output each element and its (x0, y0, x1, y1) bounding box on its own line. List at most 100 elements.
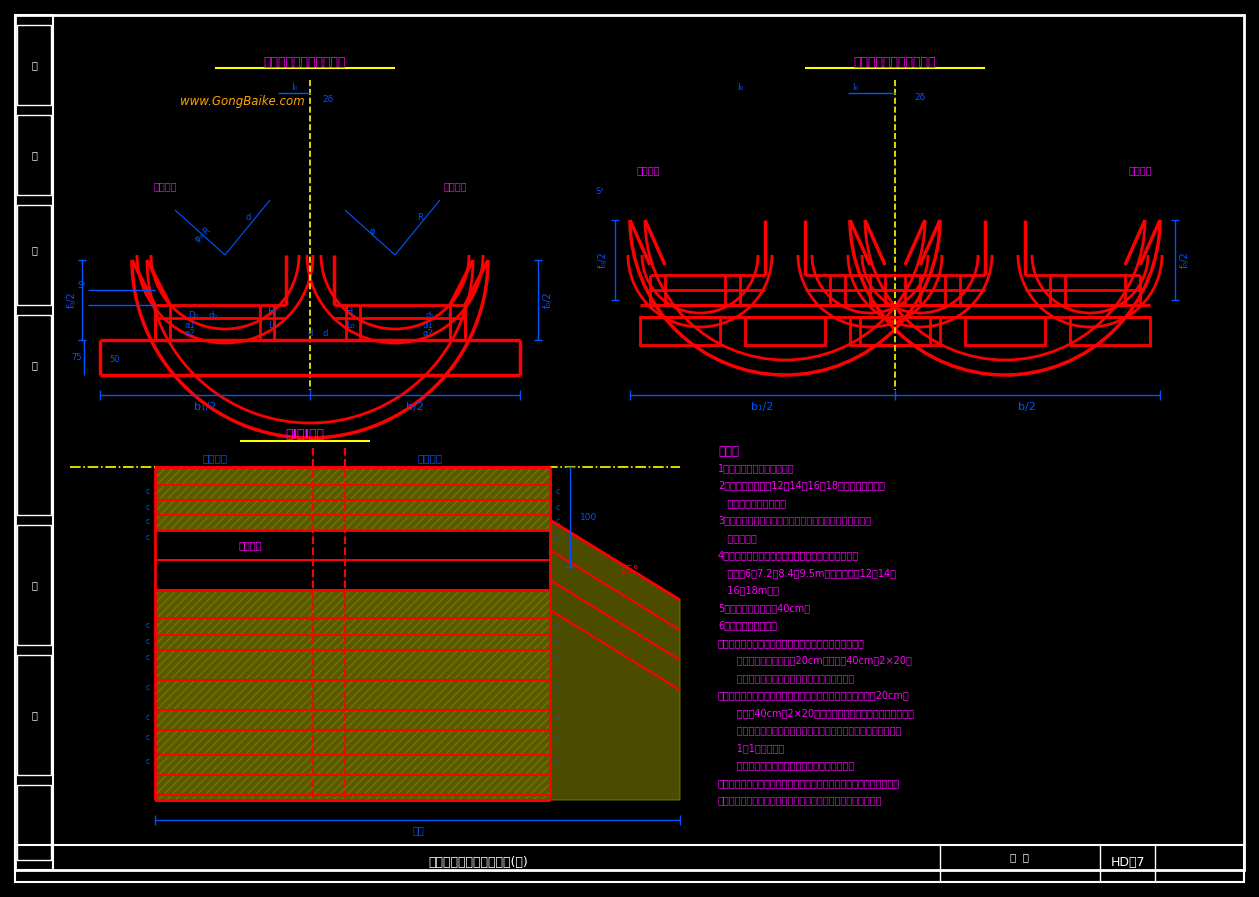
Text: b/2: b/2 (1019, 402, 1036, 412)
Text: c: c (146, 757, 150, 767)
Bar (15, 845, 1244, 882)
Text: 6、沉降缝防渗处理：: 6、沉降缝防渗处理： (718, 621, 777, 631)
Text: 基本管节: 基本管节 (203, 453, 228, 463)
Text: c: c (556, 712, 560, 721)
Bar (18, 655, 52, 775)
Text: c: c (556, 683, 560, 692)
Text: b₁/2: b₁/2 (750, 402, 773, 412)
Bar (640, 317, 720, 345)
Text: c: c (146, 487, 150, 497)
Text: 短距管节: 短距管节 (418, 453, 442, 463)
Text: 沥青再铺油毡毛毡：共铺三遍沥青铺两遍油毛毡（三油二毡）。: 沥青再铺油毡毛毡：共铺三遍沥青铺两遍油毛毡（三油二毡）。 (718, 796, 883, 806)
Bar (15, 15, 53, 870)
Text: 2δ: 2δ (322, 95, 334, 104)
Text: c: c (556, 733, 560, 742)
Text: f₀/2: f₀/2 (598, 252, 608, 268)
Text: 第: 第 (31, 580, 37, 590)
Text: c: c (146, 638, 150, 647)
Bar (1070, 317, 1149, 345)
Text: 宽度为40cm（2×20），方避免三沿二毡在基本管节向短距: 宽度为40cm（2×20），方避免三沿二毡在基本管节向短距 (718, 708, 914, 718)
Text: φ₀ R: φ₀ R (194, 226, 213, 244)
Bar (18, 25, 52, 105)
Text: 册: 册 (31, 150, 37, 160)
Text: 双孔洞身断面（分离式）: 双孔洞身断面（分离式） (854, 57, 937, 69)
Text: d: d (322, 328, 327, 337)
Text: 75: 75 (72, 353, 82, 361)
Text: H: H (268, 307, 276, 317)
Text: 16、18m）。: 16、18m）。 (718, 586, 779, 596)
Text: α2: α2 (423, 328, 433, 337)
Text: 50: 50 (110, 355, 121, 364)
Text: b/2: b/2 (407, 402, 424, 412)
Bar (18, 525, 52, 645)
Text: φ: φ (369, 228, 375, 237)
Text: l₀: l₀ (737, 83, 743, 92)
Text: H: H (346, 307, 354, 317)
Text: 三油二毡: 三油二毡 (636, 165, 660, 175)
Polygon shape (550, 520, 680, 800)
Text: S¹: S¹ (78, 282, 87, 291)
Text: 5、涵底铺砌厚度采用40cm。: 5、涵底铺砌厚度采用40cm。 (718, 603, 810, 613)
Text: 三油二毡: 三油二毡 (238, 540, 262, 550)
Bar (850, 317, 930, 345)
Bar (18, 205, 52, 305)
Text: 1：1的过渡段。: 1：1的过渡段。 (718, 743, 784, 753)
Text: 附注：: 附注： (718, 445, 739, 458)
Text: 三油二毡: 三油二毡 (154, 181, 176, 191)
Text: 的应力值。: 的应力值。 (718, 533, 757, 543)
Text: 具体施工措施：表面打磨处理平整后先满涮沥青接着铺油毡后接着再刷: 具体施工措施：表面打磨处理平整后先满涮沥青接着铺油毡后接着再刷 (718, 778, 900, 788)
Text: L₀: L₀ (346, 320, 354, 329)
Text: 双孔洞身断面（整体式）: 双孔洞身断面（整体式） (263, 57, 346, 69)
Text: 2、拱顶填土高度为12、14、16、18米四等，采用整体: 2、拱顶填土高度为12、14、16、18米四等，采用整体 (718, 481, 885, 491)
Text: d: d (246, 213, 251, 222)
Text: c: c (146, 733, 150, 742)
Text: 2δ: 2δ (914, 93, 925, 102)
Text: f₀/2: f₀/2 (67, 292, 77, 309)
Text: R: R (417, 213, 423, 222)
Text: 15°: 15° (621, 565, 640, 575)
Text: （一）基本管节与基本管节和短距管节与短距管节之间：: （一）基本管节与基本管节和短距管节与短距管节之间： (718, 638, 865, 648)
Text: c: c (146, 502, 150, 511)
Text: α2: α2 (185, 328, 195, 337)
Text: b₁/2: b₁/2 (194, 402, 217, 412)
Text: 长度：顺洞身垂直方向一直至洞身基础截面。: 长度：顺洞身垂直方向一直至洞身基础截面。 (718, 673, 855, 683)
Text: www.GongBaike.com: www.GongBaike.com (180, 95, 305, 109)
Text: HD－7: HD－7 (1110, 857, 1146, 869)
Text: 纵坡: 纵坡 (412, 825, 424, 835)
Text: c: c (146, 533, 150, 542)
Bar (18, 785, 52, 860)
Text: d₁: d₁ (426, 310, 434, 319)
Bar (964, 317, 1045, 345)
Text: 式及分离式基础形式。: 式及分离式基础形式。 (718, 498, 786, 508)
Text: c: c (146, 683, 150, 692)
Text: c: c (146, 652, 150, 661)
Text: l₀: l₀ (291, 83, 297, 92)
Text: S¹: S¹ (596, 187, 604, 196)
Text: 三油二毡: 三油二毡 (1128, 165, 1152, 175)
Text: f₀/2: f₀/2 (1180, 252, 1190, 268)
Text: c: c (556, 502, 560, 511)
Text: α1: α1 (185, 320, 195, 329)
Text: f₀/2: f₀/2 (543, 292, 553, 309)
Text: 图  号: 图 号 (1011, 852, 1030, 862)
Text: c: c (146, 621, 150, 630)
Text: c: c (556, 487, 560, 497)
Text: 第: 第 (31, 60, 37, 70)
Text: 高填土石拱涵－般布置图(三): 高填土石拱涵－般布置图(三) (428, 857, 528, 869)
Text: d₀: d₀ (209, 310, 218, 319)
Bar (860, 317, 940, 345)
Text: 卷: 卷 (31, 360, 37, 370)
Text: 划分别6、7.2、8.4、9.5m（相应填土为12、14、: 划分别6、7.2、8.4、9.5m（相应填土为12、14、 (718, 568, 896, 578)
Text: 半I－I断面: 半I－I断面 (286, 429, 325, 441)
Text: c: c (556, 757, 560, 767)
Text: （二）基本管节和短距管节沉降缝之间：以沉降缝中心线各侧20cm，: （二）基本管节和短距管节沉降缝之间：以沉降缝中心线各侧20cm， (718, 691, 910, 701)
Bar (18, 115, 52, 195)
Text: c: c (556, 533, 560, 542)
Text: D₀: D₀ (188, 310, 198, 319)
Bar (18, 315, 52, 515)
Text: 册: 册 (31, 710, 37, 720)
Text: 100: 100 (580, 512, 597, 521)
Text: l₀: l₀ (852, 83, 859, 92)
Text: 以沉降缝缝中心线各侧20cm，宽度为40cm（2×20）: 以沉降缝缝中心线各侧20cm，宽度为40cm（2×20） (718, 656, 912, 666)
Bar (155, 467, 550, 530)
